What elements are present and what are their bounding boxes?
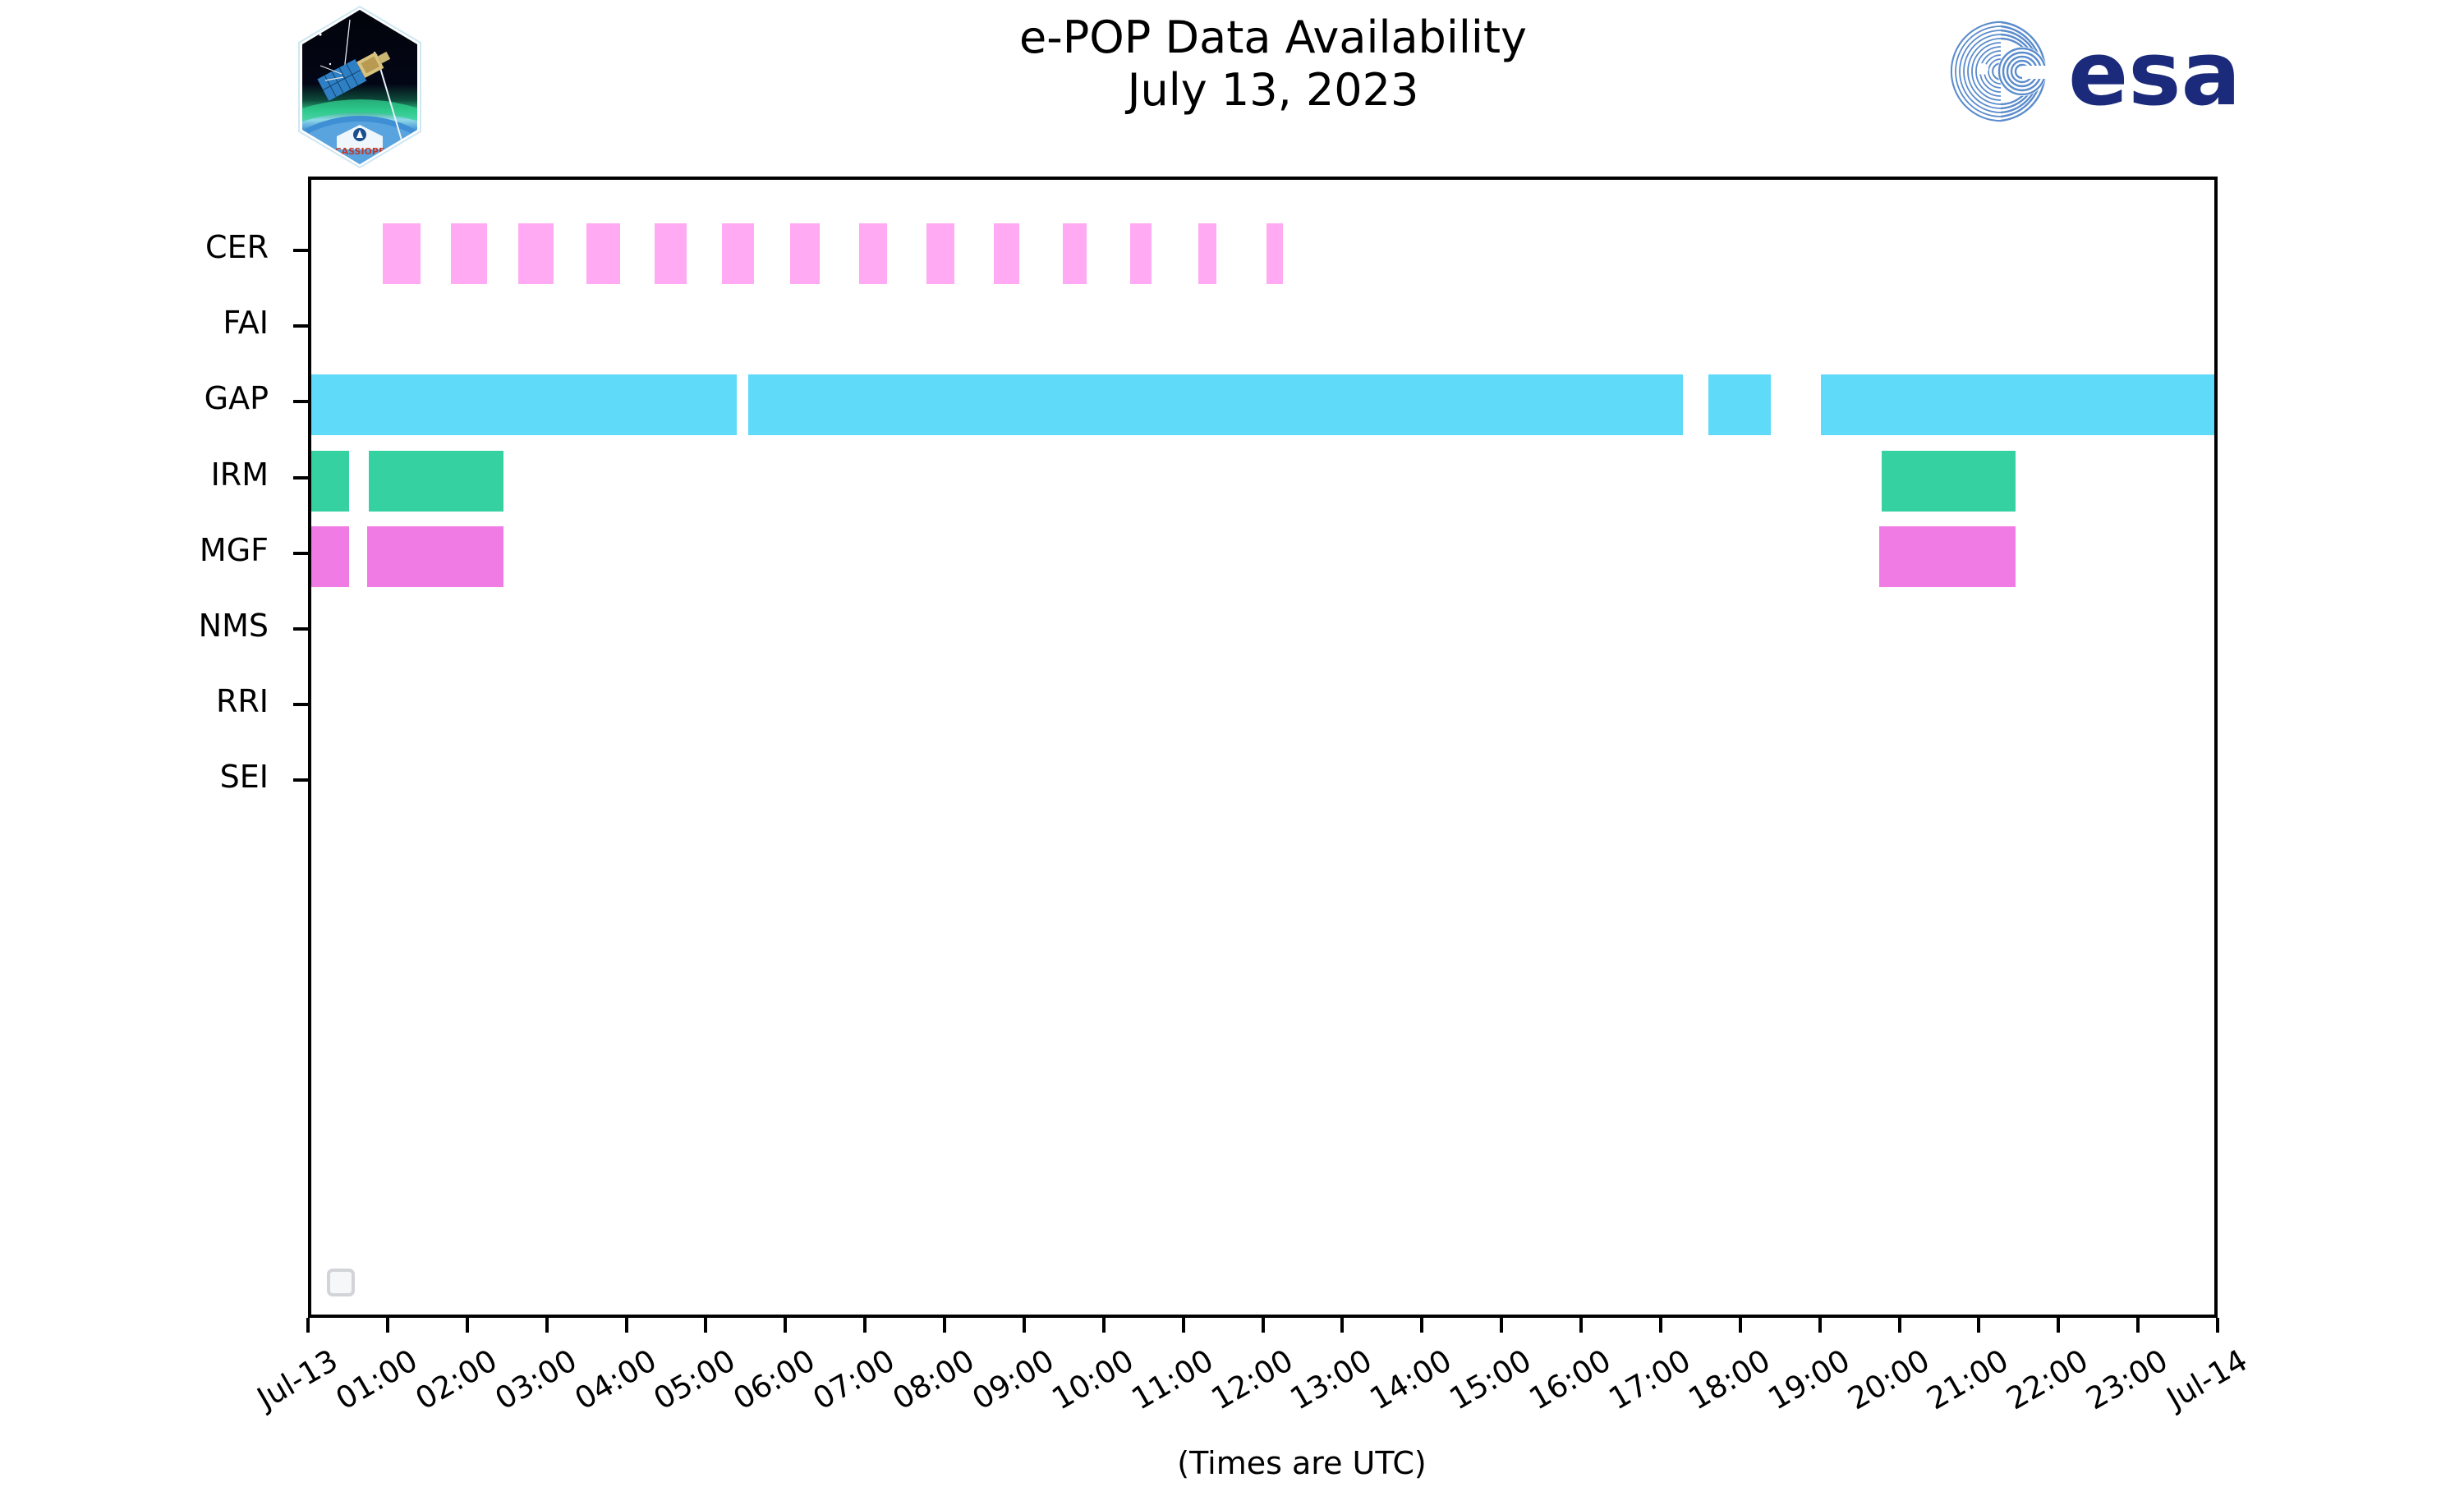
y-tick-label-gap: GAP bbox=[204, 380, 269, 417]
x-tick-mark-23 bbox=[2136, 1318, 2140, 1333]
y-tick-mark-mgf bbox=[293, 551, 308, 555]
y-tick-mark-rri bbox=[293, 703, 308, 707]
esa-wordmark: esa bbox=[2068, 23, 2241, 125]
x-tick-mark-14 bbox=[1420, 1318, 1424, 1333]
availability-bar-mgf bbox=[366, 525, 504, 587]
x-tick-mark-13 bbox=[1340, 1318, 1345, 1333]
y-tick-label-fai: FAI bbox=[223, 305, 269, 342]
availability-bar-cer bbox=[654, 223, 687, 284]
x-tick-mark-20 bbox=[1897, 1318, 1901, 1333]
y-tick-mark-irm bbox=[293, 475, 308, 480]
x-tick-mark-5 bbox=[704, 1318, 708, 1333]
y-tick-label-cer: CER bbox=[205, 229, 269, 265]
availability-bar-cer bbox=[1129, 223, 1152, 284]
availability-bar-cer bbox=[858, 223, 888, 284]
x-tick-mark-9 bbox=[1022, 1318, 1026, 1333]
x-tick-mark-6 bbox=[784, 1318, 788, 1333]
availability-bar-irm bbox=[368, 450, 504, 512]
availability-bar-cer bbox=[1266, 223, 1283, 284]
x-tick-mark-11 bbox=[1181, 1318, 1185, 1333]
availability-bar-mgf bbox=[1879, 525, 2016, 587]
availability-bar-cer bbox=[721, 223, 754, 284]
y-tick-mark-gap bbox=[293, 400, 308, 404]
x-tick-mark-8 bbox=[943, 1318, 946, 1333]
x-tick-mark-4 bbox=[624, 1318, 628, 1333]
x-tick-mark-19 bbox=[1818, 1318, 1822, 1333]
y-tick-label-mgf: MGF bbox=[199, 531, 269, 568]
page-header: CASSIOPE e-POP Data Availability July 13… bbox=[0, 0, 2464, 177]
availability-bar-cer bbox=[517, 223, 554, 284]
x-tick-mark-16 bbox=[1579, 1318, 1583, 1333]
availability-bar-mgf bbox=[311, 525, 349, 587]
x-tick-mark-3 bbox=[545, 1318, 549, 1333]
chart-plot-area bbox=[311, 180, 2214, 1315]
availability-bar-cer bbox=[1198, 223, 1217, 284]
x-tick-mark-18 bbox=[1738, 1318, 1742, 1333]
availability-bar-cer bbox=[1062, 223, 1087, 284]
x-tick-mark-15 bbox=[1500, 1318, 1504, 1333]
availability-bar-cer bbox=[450, 223, 488, 284]
availability-bar-cer bbox=[383, 223, 421, 284]
x-tick-mark-22 bbox=[2057, 1318, 2061, 1333]
y-tick-mark-sei bbox=[293, 778, 308, 782]
availability-bar-gap bbox=[1708, 374, 1771, 436]
x-tick-mark-21 bbox=[1977, 1318, 1981, 1333]
y-tick-label-rri: RRI bbox=[215, 683, 269, 720]
x-axis-title-text: (Times are UTC) bbox=[1177, 1445, 1427, 1481]
svg-text:CASSIOPE: CASSIOPE bbox=[335, 146, 385, 157]
x-tick-mark-12 bbox=[1261, 1318, 1265, 1333]
availability-bar-irm bbox=[311, 450, 349, 512]
page-title: e-POP Data Availability July 13, 2023 bbox=[739, 11, 1807, 116]
availability-bar-cer bbox=[790, 223, 821, 284]
availability-bar-cer bbox=[994, 223, 1020, 284]
x-tick-mark-17 bbox=[1658, 1318, 1662, 1333]
y-tick-mark-fai bbox=[293, 324, 308, 328]
x-axis-title: (Times are UTC) bbox=[0, 1445, 2464, 1481]
esa-logo: esa bbox=[1947, 18, 2316, 126]
cassiope-logo: CASSIOPE bbox=[278, 5, 442, 169]
x-tick-mark-2 bbox=[465, 1318, 469, 1333]
x-tick-mark-7 bbox=[863, 1318, 867, 1333]
y-tick-label-sei: SEI bbox=[219, 759, 269, 796]
chart-plot-frame bbox=[308, 177, 2218, 1318]
y-tick-label-nms: NMS bbox=[198, 608, 269, 644]
title-line-2: July 13, 2023 bbox=[1127, 63, 1419, 116]
availability-bar-gap bbox=[311, 374, 738, 436]
legend-empty-box[interactable] bbox=[327, 1269, 355, 1296]
title-line-1: e-POP Data Availability bbox=[1019, 11, 1527, 63]
availability-bar-gap bbox=[747, 374, 1684, 436]
x-tick-mark-10 bbox=[1101, 1318, 1106, 1333]
availability-bar-cer bbox=[586, 223, 620, 284]
y-tick-mark-nms bbox=[293, 627, 308, 631]
availability-bar-cer bbox=[926, 223, 954, 284]
y-tick-mark-cer bbox=[293, 249, 308, 252]
x-tick-mark-1 bbox=[385, 1318, 389, 1333]
y-tick-label-irm: IRM bbox=[210, 456, 269, 493]
x-tick-mark-0 bbox=[306, 1318, 310, 1333]
availability-bar-irm bbox=[1882, 450, 2016, 512]
availability-bar-gap bbox=[1820, 374, 2214, 436]
x-tick-mark-24 bbox=[2216, 1318, 2219, 1333]
